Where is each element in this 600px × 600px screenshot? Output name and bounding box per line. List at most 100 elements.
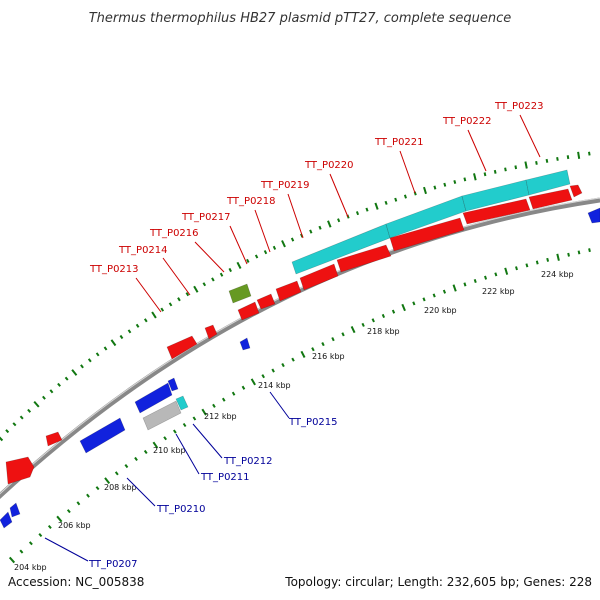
kbp-label: 214 kbp xyxy=(258,381,291,390)
tick-mark xyxy=(443,182,447,187)
tick-mark xyxy=(403,194,407,199)
gene-label: TT_P0218 xyxy=(226,196,276,207)
tick-mark xyxy=(422,297,426,302)
reverse-gene-arrow xyxy=(0,511,13,529)
kbp-label: 212 kbp xyxy=(204,412,237,421)
tick-mark xyxy=(211,277,215,282)
tick-mark xyxy=(504,267,509,275)
backbone xyxy=(0,197,600,500)
tick-mark xyxy=(281,240,286,248)
forward-gene-arrow xyxy=(45,431,63,447)
tick-marks xyxy=(0,151,591,564)
gene-label: TT_P0213 xyxy=(89,264,139,275)
rna-feature xyxy=(175,395,189,411)
tick-mark xyxy=(355,211,360,216)
tick-mark xyxy=(263,250,268,255)
tick-mark xyxy=(246,258,250,263)
forward-gene-arrow xyxy=(569,184,583,198)
kbp-label: 210 kbp xyxy=(153,446,186,455)
rna-feature xyxy=(525,169,571,196)
forward-gene-arrow xyxy=(204,324,218,340)
gene-label: TT_P0212 xyxy=(223,456,273,467)
tick-mark xyxy=(401,303,406,312)
accession-text: Accession: NC_005838 xyxy=(8,575,144,589)
tick-mark xyxy=(56,515,63,523)
tick-mark xyxy=(119,334,124,340)
tick-mark xyxy=(8,556,16,564)
tick-mark xyxy=(163,436,168,441)
tick-mark xyxy=(241,385,246,390)
tick-mark xyxy=(311,347,315,352)
tick-mark xyxy=(19,415,24,420)
leader-line xyxy=(44,537,89,562)
leader-line xyxy=(162,257,191,296)
tick-mark xyxy=(152,441,159,449)
tick-mark xyxy=(463,177,467,182)
gene-label: TT_P0214 xyxy=(118,245,168,256)
tick-mark xyxy=(27,408,32,413)
tick-mark xyxy=(104,477,111,485)
forward-gene-arrow xyxy=(336,244,392,273)
tick-mark xyxy=(151,311,157,319)
tick-mark xyxy=(272,245,277,250)
tick-mark xyxy=(271,368,275,373)
kbp-label: 216 kbp xyxy=(312,352,345,361)
tick-mark xyxy=(160,307,165,312)
tick-mark xyxy=(331,337,335,342)
leader-line xyxy=(175,433,200,475)
leader-line xyxy=(192,423,223,459)
forward-gene-arrow xyxy=(256,293,276,310)
tick-mark xyxy=(473,278,477,284)
tick-mark xyxy=(556,157,559,161)
tick-mark xyxy=(300,350,306,358)
forward-gene-arrow xyxy=(237,301,260,321)
tick-mark xyxy=(42,395,46,400)
forward-gene-arrow xyxy=(528,188,573,210)
leader-line xyxy=(229,225,248,265)
tick-mark xyxy=(193,285,199,293)
tick-mark xyxy=(185,292,190,297)
tick-mark xyxy=(19,549,24,554)
gene-label: TT_P0216 xyxy=(149,228,199,239)
tick-mark xyxy=(321,342,325,347)
tick-mark xyxy=(250,378,256,386)
kbp-label: 220 kbp xyxy=(424,306,457,315)
kbp-label: 204 kbp xyxy=(14,563,47,572)
tick-mark xyxy=(114,471,119,476)
tick-mark xyxy=(290,237,295,242)
tick-mark xyxy=(494,272,498,277)
tick-mark xyxy=(524,161,528,169)
tick-mark xyxy=(87,358,92,363)
tick-mark xyxy=(95,486,100,491)
kbp-label: 206 kbp xyxy=(58,521,91,530)
gene-label: TT_P0220 xyxy=(304,160,354,171)
tick-mark xyxy=(453,180,457,184)
map-title: Thermus thermophilus HB27 plasmid pTT27,… xyxy=(89,11,512,26)
tick-mark xyxy=(432,293,436,298)
tick-mark xyxy=(327,220,332,228)
forward-gene-labels: TT_P0213 TT_P0214 TT_P0216 TT_P0217 TT_P… xyxy=(89,101,544,275)
leader-line xyxy=(519,114,541,158)
forward-gene-arrow xyxy=(389,217,465,252)
gene-label: TT_P0222 xyxy=(442,116,492,127)
tick-mark xyxy=(57,382,61,387)
gene-label: TT_P0215 xyxy=(288,417,338,428)
gene-features xyxy=(0,169,600,529)
tick-mark xyxy=(177,297,181,302)
tick-mark xyxy=(525,263,529,268)
misc-feature xyxy=(142,400,182,431)
tick-mark xyxy=(566,155,570,160)
leader-line xyxy=(254,209,271,253)
leader-line xyxy=(135,277,162,313)
tick-mark xyxy=(473,173,477,181)
tick-mark xyxy=(103,346,108,351)
tick-mark xyxy=(127,329,132,334)
tick-mark xyxy=(567,252,570,257)
leader-line xyxy=(194,241,225,273)
tick-mark xyxy=(515,266,518,271)
tick-mark xyxy=(381,313,386,318)
tick-mark xyxy=(588,151,591,156)
tick-mark xyxy=(577,250,581,255)
tick-mark xyxy=(371,318,375,323)
